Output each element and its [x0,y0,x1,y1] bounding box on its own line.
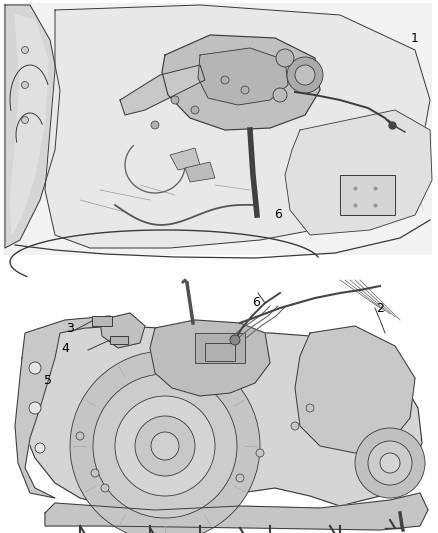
Circle shape [21,82,28,88]
Bar [195,333,245,363]
Circle shape [306,404,314,412]
Circle shape [93,374,237,518]
Circle shape [191,106,199,114]
Polygon shape [15,316,120,498]
Circle shape [287,57,323,93]
Circle shape [35,443,45,453]
Circle shape [230,335,240,345]
Circle shape [291,422,299,430]
Circle shape [256,449,264,457]
Circle shape [70,351,260,533]
Circle shape [241,86,249,94]
Polygon shape [295,326,415,453]
Text: 6: 6 [252,295,260,309]
Polygon shape [185,162,215,182]
Circle shape [273,88,287,102]
Polygon shape [120,65,205,115]
Circle shape [368,441,412,485]
Circle shape [151,432,179,460]
Text: 5: 5 [44,374,52,386]
Text: 2: 2 [376,302,384,314]
Text: 6: 6 [274,208,282,222]
Bar [92,316,112,326]
Polygon shape [150,320,270,396]
Polygon shape [162,35,320,130]
Circle shape [221,76,229,84]
Circle shape [151,121,159,129]
Circle shape [276,49,294,67]
Text: 4: 4 [61,342,69,354]
FancyBboxPatch shape [3,3,432,255]
Circle shape [236,474,244,482]
Polygon shape [45,493,428,530]
Circle shape [135,416,195,476]
Polygon shape [100,313,145,348]
Text: 1: 1 [411,31,419,44]
Circle shape [21,117,28,124]
Circle shape [29,362,41,374]
Circle shape [21,46,28,53]
Circle shape [115,396,215,496]
Polygon shape [198,48,288,105]
Circle shape [171,96,179,104]
Circle shape [29,402,41,414]
Polygon shape [285,110,432,235]
Circle shape [355,428,425,498]
Circle shape [76,432,84,440]
Text: 3: 3 [66,321,74,335]
Polygon shape [20,326,422,510]
Circle shape [380,453,400,473]
Polygon shape [5,5,60,248]
Polygon shape [170,148,200,170]
Circle shape [91,469,99,477]
Bar [205,343,235,361]
Polygon shape [45,5,430,248]
Circle shape [295,65,315,85]
Polygon shape [10,15,48,235]
Bar [340,175,395,215]
Circle shape [101,484,109,492]
Bar [110,336,128,344]
